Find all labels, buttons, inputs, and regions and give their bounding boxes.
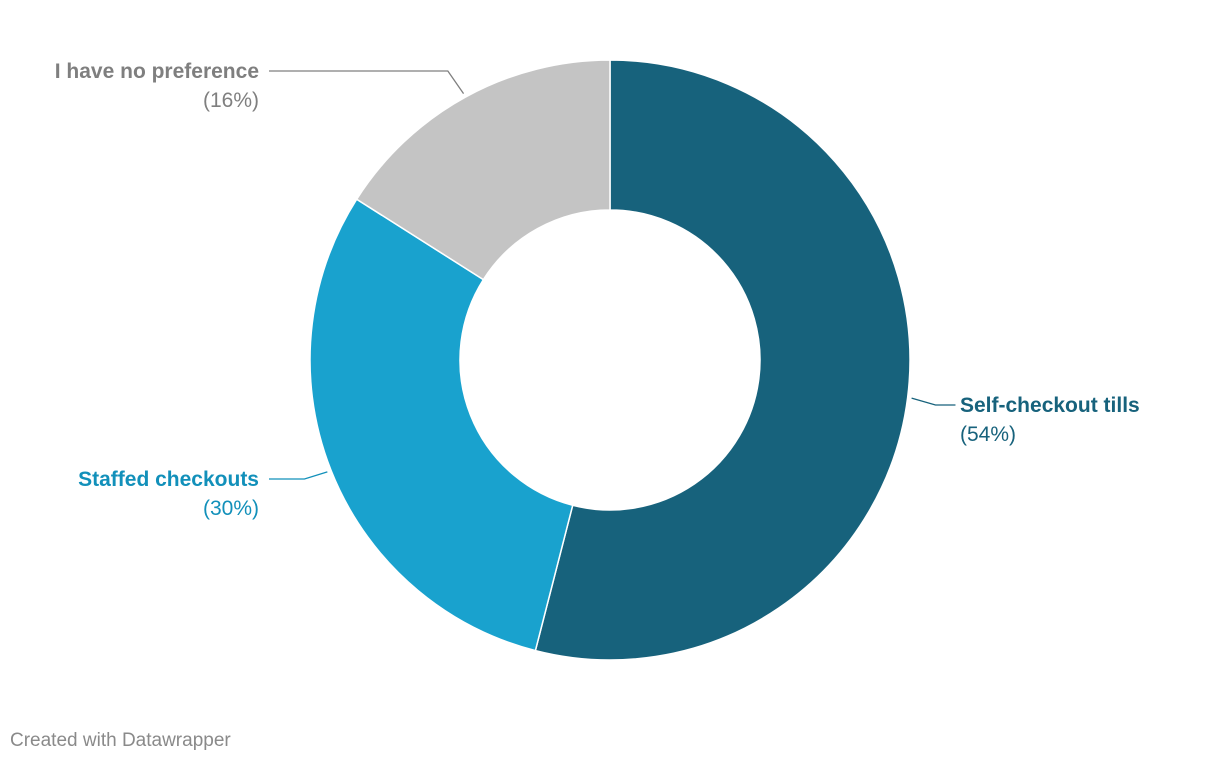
slice-label-name: Staffed checkouts	[78, 468, 259, 491]
slice-label-percent: (30%)	[203, 497, 259, 520]
leader-line	[911, 397, 956, 406]
leader-lines	[269, 70, 956, 480]
slice-label-name: Self-checkout tills	[960, 394, 1140, 417]
leader-line	[269, 471, 328, 480]
slice-label-percent: (16%)	[203, 89, 259, 112]
leader-line	[269, 70, 465, 94]
credit-text: Created with Datawrapper	[10, 730, 231, 751]
slice-i-have-no-preference	[355, 59, 611, 281]
slice-labels: Self-checkout tills (54%) Staffed checkout…	[55, 60, 1140, 520]
slice-self-checkout-tills	[534, 59, 911, 661]
slice-label-percent: (54%)	[960, 423, 1016, 446]
slice-label-name: I have no preference	[55, 60, 259, 83]
donut-slices	[309, 59, 911, 661]
slice-staffed-checkouts	[309, 198, 574, 652]
